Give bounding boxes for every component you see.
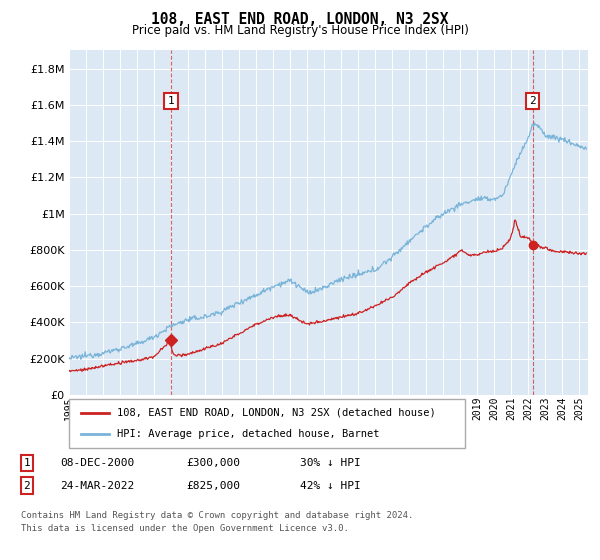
Text: 42% ↓ HPI: 42% ↓ HPI — [300, 480, 361, 491]
Text: 24-MAR-2022: 24-MAR-2022 — [60, 480, 134, 491]
FancyBboxPatch shape — [69, 399, 465, 448]
Text: Price paid vs. HM Land Registry's House Price Index (HPI): Price paid vs. HM Land Registry's House … — [131, 24, 469, 38]
Text: 1: 1 — [168, 96, 175, 106]
Text: 08-DEC-2000: 08-DEC-2000 — [60, 458, 134, 468]
Text: HPI: Average price, detached house, Barnet: HPI: Average price, detached house, Barn… — [116, 429, 379, 439]
Text: 108, EAST END ROAD, LONDON, N3 2SX: 108, EAST END ROAD, LONDON, N3 2SX — [151, 12, 449, 26]
Text: Contains HM Land Registry data © Crown copyright and database right 2024.
This d: Contains HM Land Registry data © Crown c… — [21, 511, 413, 533]
Text: 2: 2 — [23, 480, 31, 491]
Text: 30% ↓ HPI: 30% ↓ HPI — [300, 458, 361, 468]
Text: £300,000: £300,000 — [186, 458, 240, 468]
Text: 2: 2 — [529, 96, 536, 106]
Text: 1: 1 — [23, 458, 31, 468]
Text: £825,000: £825,000 — [186, 480, 240, 491]
Text: 108, EAST END ROAD, LONDON, N3 2SX (detached house): 108, EAST END ROAD, LONDON, N3 2SX (deta… — [116, 408, 435, 418]
